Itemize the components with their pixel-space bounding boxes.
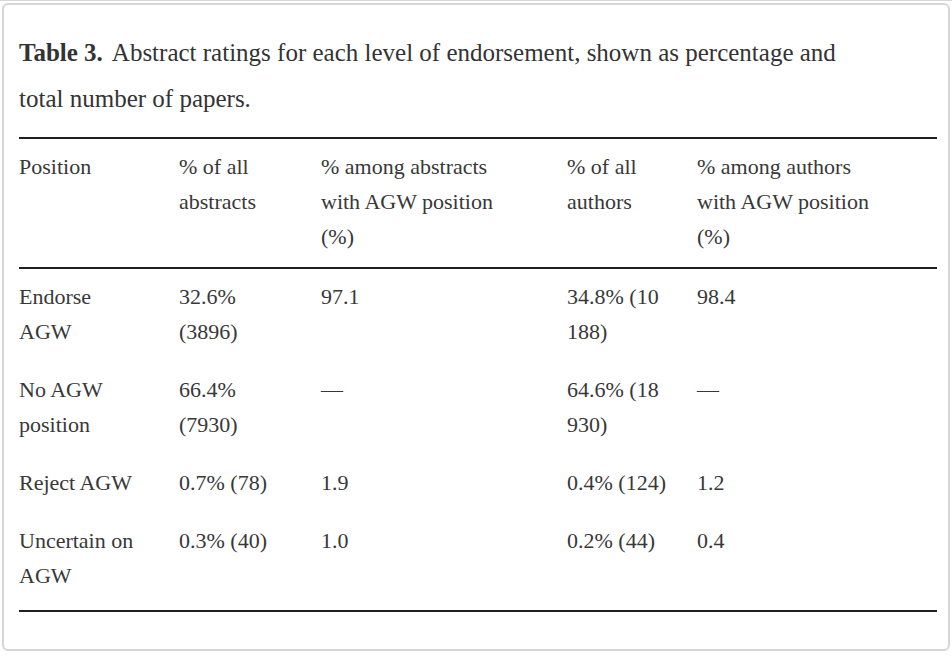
table-cell: 0.3% (40): [179, 513, 321, 611]
column-header-position: Position: [19, 138, 179, 268]
table-cell: 1.9: [321, 455, 567, 513]
table-cell: 64.6% (18 930): [567, 362, 697, 455]
table-cell: —: [697, 362, 937, 455]
table-caption-label: Table 3.: [19, 39, 103, 66]
table-container: Table 3.Abstract ratings for each level …: [4, 5, 948, 612]
table-row-reject-agw: Reject AGW 0.7% (78) 1.9 0.4% (124) 1.2: [19, 455, 937, 513]
table-cell: 34.8% (10 188): [567, 268, 697, 362]
table-row-uncertain-on-agw: Uncertain on AGW 0.3% (40) 1.0 0.2% (44)…: [19, 513, 937, 611]
table-cell: 1.0: [321, 513, 567, 611]
table-cell: 0.4: [697, 513, 937, 611]
table-cell: No AGW position: [19, 362, 179, 455]
column-header-pct-among-abstracts: % among abstracts with AGW position (%): [321, 138, 567, 268]
table-frame: Table 3.Abstract ratings for each level …: [2, 3, 950, 651]
page-top-divider: [0, 0, 952, 1]
table-cell: Reject AGW: [19, 455, 179, 513]
column-header-pct-all-abstracts: % of all abstracts: [179, 138, 321, 268]
table-cell: 97.1: [321, 268, 567, 362]
abstract-ratings-table: Position % of all abstracts % among abst…: [19, 137, 937, 612]
table-cell: 0.7% (78): [179, 455, 321, 513]
table-cell: 1.2: [697, 455, 937, 513]
table-cell: 32.6% (3896): [179, 268, 321, 362]
column-header-pct-all-authors: % of all authors: [567, 138, 697, 268]
table-body: Endorse AGW 32.6% (3896) 97.1 34.8% (10 …: [19, 268, 937, 611]
table-header: Position % of all abstracts % among abst…: [19, 138, 937, 268]
table-row-no-agw-position: No AGW position 66.4% (7930) — 64.6% (18…: [19, 362, 937, 455]
table-cell: 0.2% (44): [567, 513, 697, 611]
table-cell: 66.4% (7930): [179, 362, 321, 455]
header-row: Position % of all abstracts % among abst…: [19, 138, 937, 268]
table-row-endorse-agw: Endorse AGW 32.6% (3896) 97.1 34.8% (10 …: [19, 268, 937, 362]
table-caption-text: Abstract ratings for each level of endor…: [19, 39, 836, 112]
column-header-pct-among-authors: % among authors with AGW position (%): [697, 138, 937, 268]
table-cell: —: [321, 362, 567, 455]
table-cell: Uncertain on AGW: [19, 513, 179, 611]
table-caption: Table 3.Abstract ratings for each level …: [19, 30, 864, 122]
table-cell: 98.4: [697, 268, 937, 362]
table-cell: Endorse AGW: [19, 268, 179, 362]
table-cell: 0.4% (124): [567, 455, 697, 513]
